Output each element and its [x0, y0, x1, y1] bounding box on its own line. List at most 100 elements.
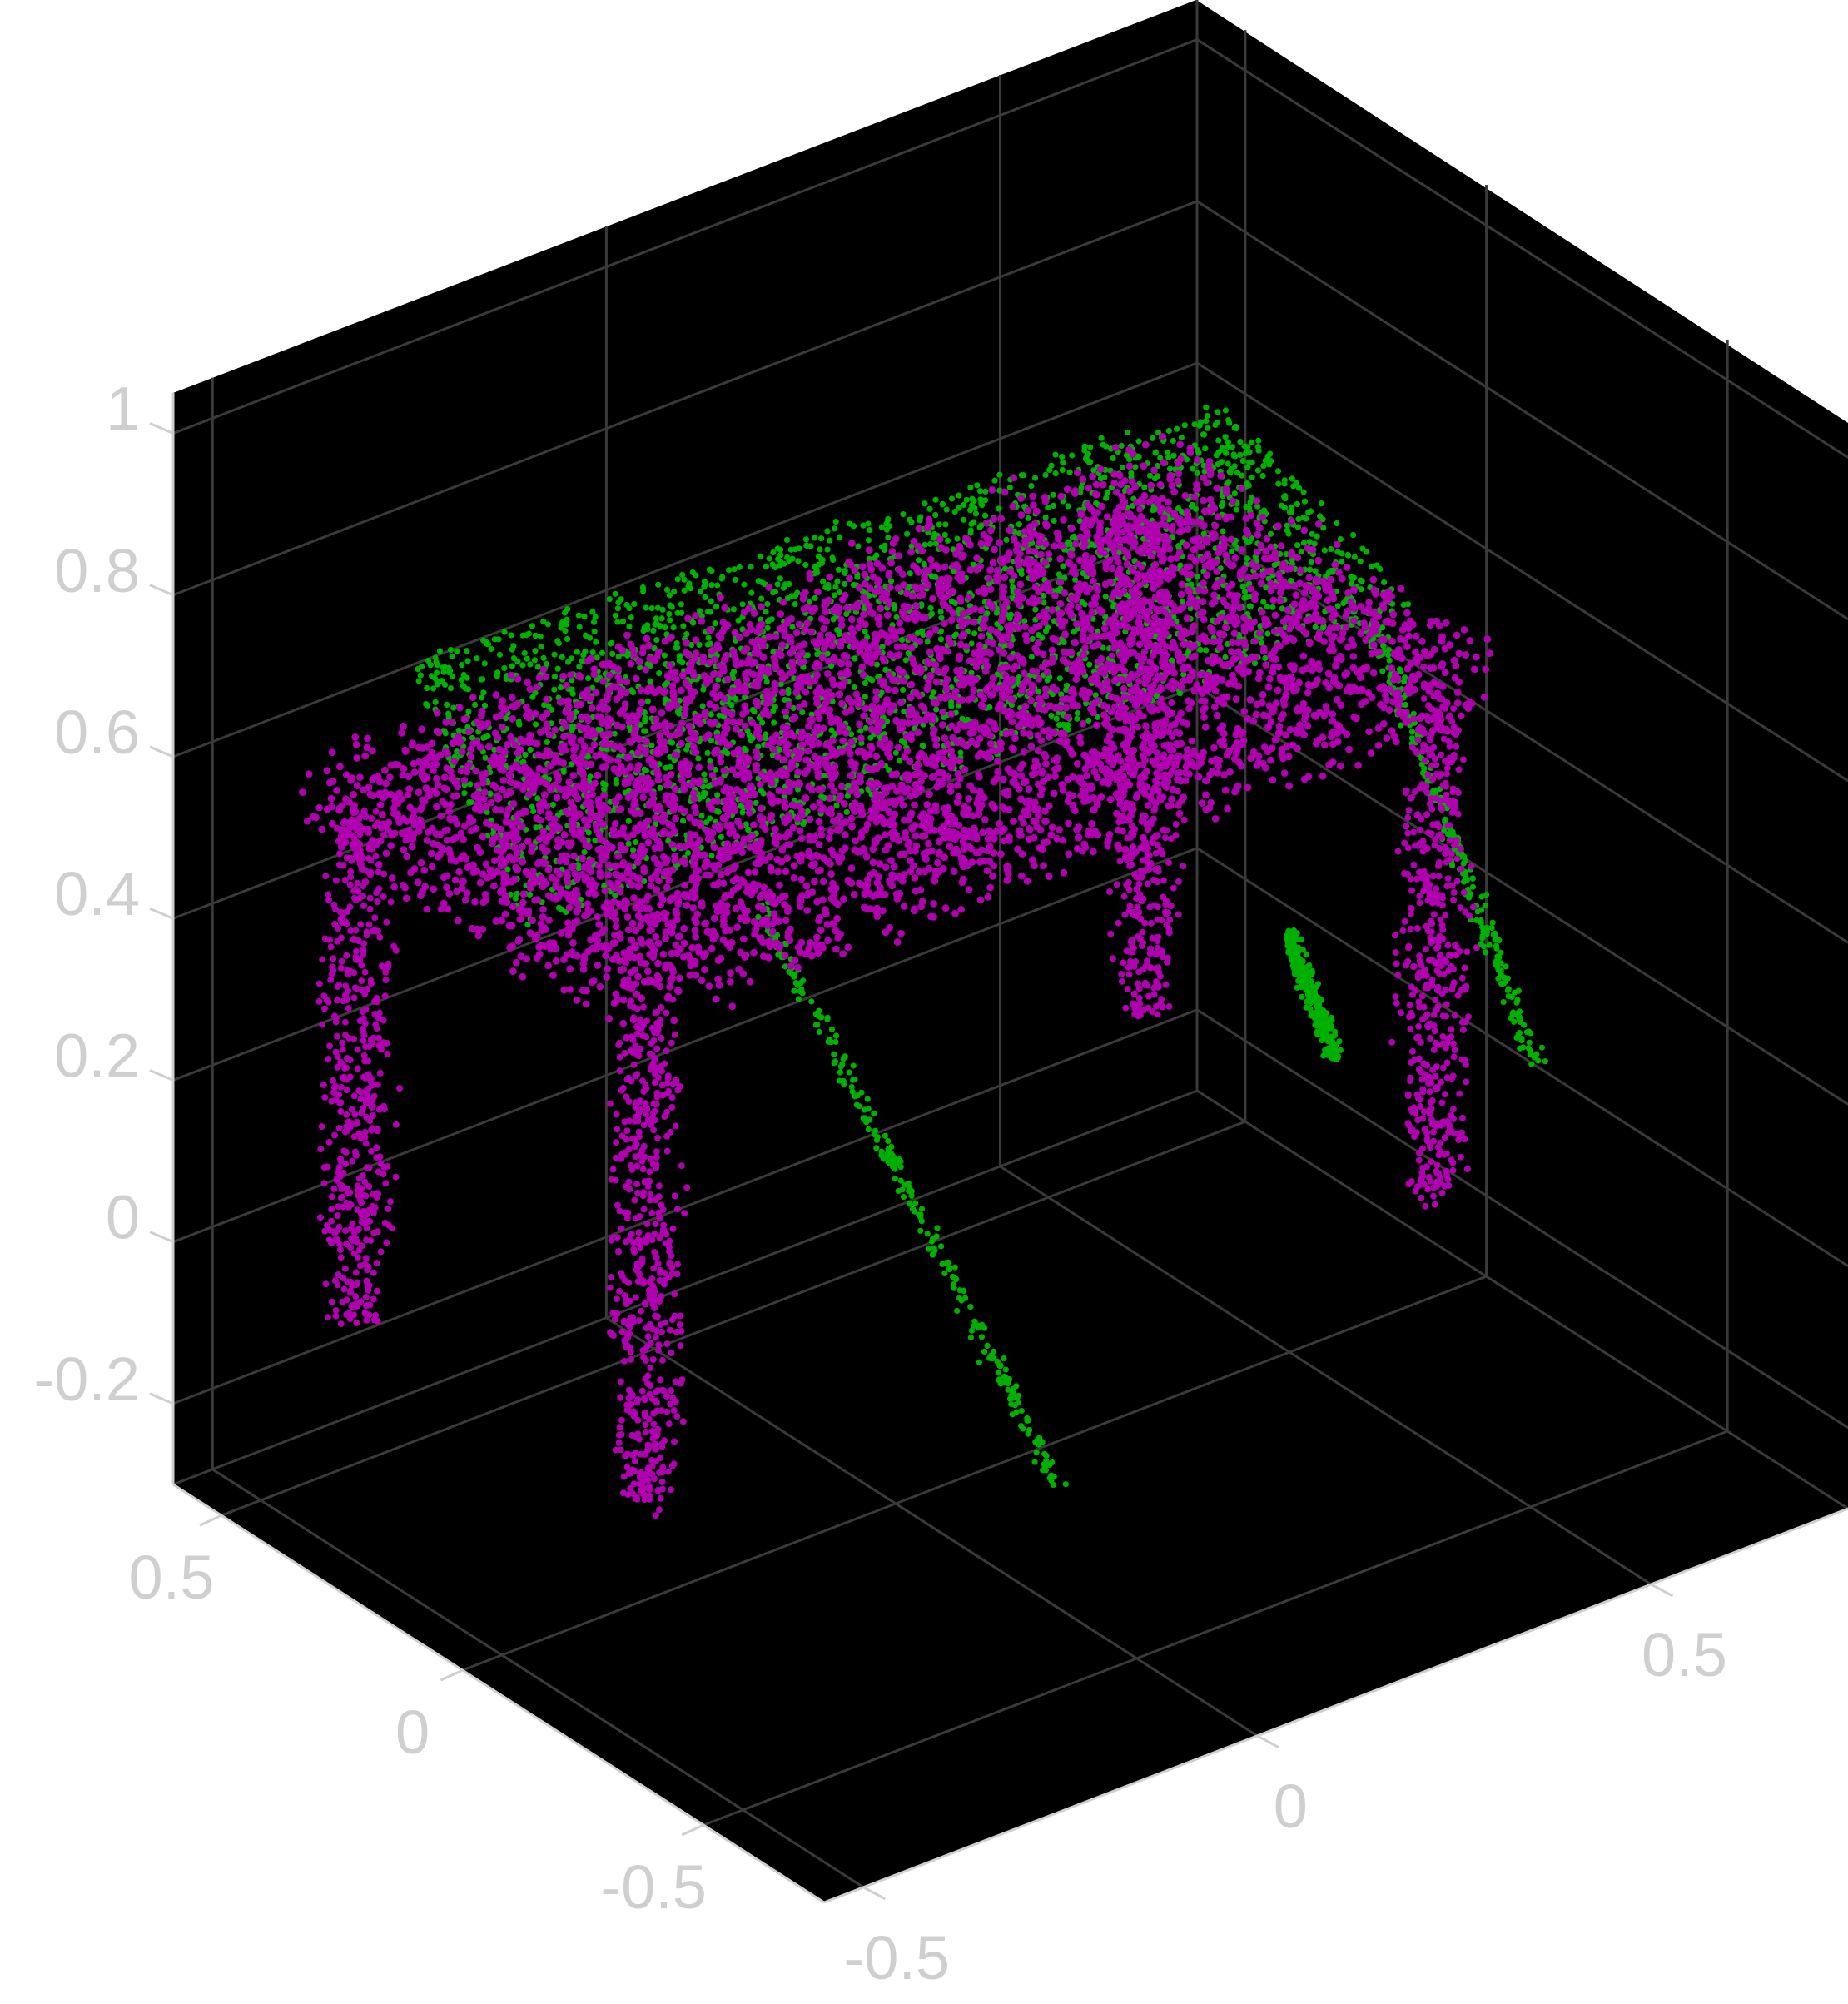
data-point — [828, 1026, 836, 1032]
data-point — [927, 540, 934, 548]
data-point — [1262, 457, 1269, 464]
data-point — [667, 617, 673, 624]
data-point — [792, 629, 801, 637]
data-point — [838, 699, 846, 708]
data-point — [468, 799, 474, 806]
data-point — [1177, 562, 1184, 569]
data-point — [684, 849, 692, 857]
data-point — [1098, 435, 1105, 441]
data-point — [686, 580, 693, 587]
data-point — [1292, 968, 1299, 975]
data-point — [978, 1334, 985, 1340]
data-point — [928, 1238, 935, 1245]
data-point — [558, 684, 564, 691]
data-point — [544, 738, 550, 746]
data-point — [648, 742, 655, 749]
data-point — [527, 661, 534, 668]
data-point — [1385, 652, 1392, 659]
data-point — [576, 664, 583, 670]
data-point — [1006, 641, 1015, 649]
data-point — [679, 818, 687, 824]
data-point — [842, 569, 848, 577]
data-point — [1299, 993, 1305, 1000]
data-point — [484, 743, 493, 751]
data-point — [763, 679, 770, 685]
data-point — [433, 803, 440, 811]
data-point — [991, 477, 998, 484]
data-point — [483, 639, 489, 645]
data-point — [1473, 917, 1480, 923]
data-point — [1095, 714, 1101, 721]
data-point — [1294, 500, 1300, 508]
data-point — [1194, 574, 1200, 580]
data-point — [996, 1370, 1002, 1376]
data-point — [299, 788, 306, 796]
data-point — [795, 996, 802, 1002]
data-point — [1243, 503, 1249, 510]
data-point — [434, 669, 440, 676]
data-point — [519, 858, 527, 866]
data-point — [1001, 1355, 1007, 1362]
data-point — [1190, 465, 1196, 472]
data-point — [907, 570, 913, 577]
data-point — [1076, 518, 1083, 525]
data-point — [720, 767, 728, 775]
data-point — [1329, 1045, 1336, 1052]
data-point — [996, 487, 1003, 494]
data-point — [832, 1058, 839, 1065]
grid-line-z-wall1 — [172, 361, 1198, 758]
data-point — [609, 650, 616, 657]
data-point — [1073, 760, 1081, 768]
data-point — [688, 585, 694, 592]
data-point — [1097, 475, 1104, 482]
data-point — [924, 1231, 931, 1237]
data-point — [1243, 594, 1249, 601]
data-point — [893, 614, 900, 620]
data-point — [1032, 606, 1039, 613]
data-point — [1309, 545, 1317, 554]
data-point — [818, 793, 825, 800]
grid-line-z-wall2 — [1196, 847, 1848, 1267]
data-point — [653, 615, 659, 622]
data-point — [961, 501, 967, 509]
data-point — [1104, 490, 1111, 496]
data-point — [633, 874, 642, 883]
data-point — [900, 511, 907, 518]
data-point — [545, 703, 552, 709]
data-point — [479, 676, 486, 683]
data-point — [836, 631, 842, 638]
grid-line-y-floor — [221, 1120, 1246, 1517]
data-point — [919, 628, 926, 634]
data-point — [1288, 509, 1294, 515]
data-point — [1170, 437, 1176, 445]
data-point — [886, 767, 892, 773]
data-point — [936, 838, 943, 846]
data-point — [1050, 502, 1057, 510]
data-point — [1307, 999, 1314, 1006]
data-point — [1062, 1481, 1069, 1488]
data-point — [1052, 470, 1059, 477]
data-point — [906, 584, 912, 590]
data-point — [659, 606, 666, 613]
data-point — [1191, 421, 1198, 428]
data-point — [831, 592, 838, 599]
data-point — [944, 537, 951, 544]
data-point — [1056, 675, 1063, 682]
data-point — [876, 740, 884, 748]
data-point — [585, 675, 592, 682]
data-point — [1025, 835, 1033, 843]
data-point — [861, 570, 869, 579]
data-point — [1313, 983, 1319, 990]
data-point — [1279, 754, 1287, 763]
data-point — [1016, 521, 1022, 528]
data-point — [967, 527, 974, 534]
data-point — [1108, 564, 1116, 573]
data-point — [948, 495, 956, 502]
data-point — [1521, 1022, 1528, 1028]
data-point — [524, 679, 532, 687]
data-point — [1051, 517, 1057, 525]
data-point — [632, 674, 640, 683]
data-point — [1340, 599, 1347, 607]
data-point — [892, 686, 899, 694]
data-point — [1525, 1045, 1532, 1052]
